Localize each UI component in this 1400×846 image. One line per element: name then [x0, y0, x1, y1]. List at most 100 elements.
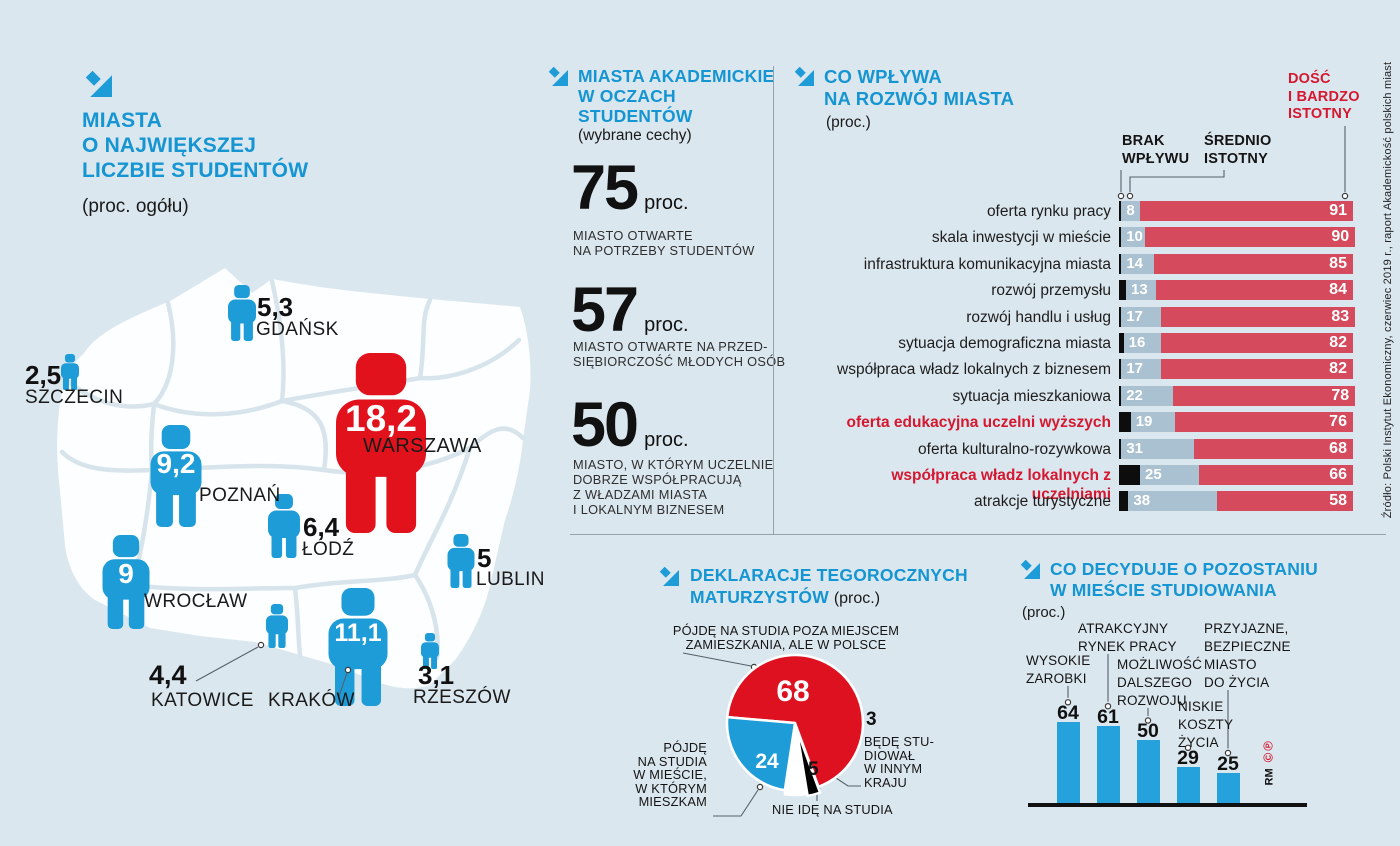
stay-baseline: [1028, 803, 1307, 807]
segment-medium-value: 19: [1135, 413, 1153, 431]
stay-bar-value: 64: [1057, 701, 1079, 724]
map-subtitle: (proc. ogółu): [82, 196, 189, 217]
pie-arrow-icon: [659, 566, 679, 586]
segment-medium-value: 22: [1126, 386, 1143, 404]
stat-number: 50 proc.: [571, 394, 689, 457]
map-region-border: [417, 297, 433, 381]
stay-bar: [1216, 772, 1240, 805]
city-name: SZCZECIN: [25, 387, 124, 408]
influence-row-label: oferta rynku pracy: [986, 203, 1111, 220]
stats-title: MIASTA AKADEMICKIE W OCZACH STUDENTÓW: [578, 66, 775, 126]
segment-high: 82: [1161, 333, 1353, 353]
leader-line: [1129, 170, 1225, 192]
stay-title: CO DECYDUJE O POZOSTANIU W MIEŚCIE STUDI…: [1050, 559, 1318, 600]
legend-no-influence: BRAK WPŁYWU: [1122, 133, 1190, 167]
segment-high-value: 78: [1331, 386, 1350, 404]
segment-high-value: 58: [1329, 492, 1347, 510]
map-region-border: [59, 449, 155, 473]
city-value: 2,5: [25, 360, 62, 390]
segment-no-influence: [1119, 227, 1122, 248]
segment-high-value: 84: [1329, 281, 1347, 299]
stay-bar-label: MOŻLIWOŚĆ DALSZEGO ROZWOJU: [1117, 657, 1203, 708]
stay-bar: [1056, 721, 1080, 805]
segment-high: 66: [1198, 465, 1353, 485]
influence-row-label: oferta edukacyjna uczelni wyższych: [846, 414, 1111, 432]
pie-slice-value: 5: [808, 759, 819, 780]
stay-bar-label: ATRAKCYJNY RYNEK PRACY: [1078, 621, 1177, 654]
influence-bar: 16 82: [1119, 333, 1353, 353]
segment-high: 84: [1156, 280, 1353, 301]
stay-bar-value: 25: [1217, 752, 1239, 775]
map-region-border: [269, 278, 286, 404]
credit-initials: RM: [1263, 768, 1276, 786]
pie-slice-label: PÓJDĘ NA STUDIA W MIEŚCIE, W KTÓRYM MIES…: [633, 740, 707, 810]
segment-high: 90: [1144, 227, 1356, 248]
segment-medium: 38: [1128, 491, 1218, 512]
pie-slice-value: 68: [776, 675, 810, 708]
segment-medium-value: 13: [1131, 281, 1148, 299]
influence-row-label: współpraca władz lokalnych z uczelniami: [891, 467, 1111, 503]
stat-number-value: 57: [571, 275, 639, 345]
influence-bar: 13 84: [1119, 280, 1353, 301]
segment-high: 76: [1175, 412, 1353, 433]
segment-medium: 10: [1121, 227, 1145, 248]
influence-arrow-icon: [794, 66, 814, 86]
city-name: ŁÓDŹ: [302, 539, 355, 560]
pie-slice-label: PÓJDĘ NA STUDIA POZA MIEJSCEM ZAMIESZKAN…: [672, 623, 900, 652]
segment-medium: 14: [1121, 253, 1155, 274]
map-arrow-icon: [85, 70, 112, 97]
segment-high: 68: [1193, 438, 1353, 459]
segment-no-influence: [1119, 491, 1129, 512]
pie-title-line2: MATURZYSTÓW (proc.): [690, 587, 880, 608]
stats-subtitle: (wybrane cechy): [578, 127, 692, 144]
stay-bar-label: WYSOKIE ZAROBKI: [1026, 653, 1091, 686]
segment-high-value: 66: [1329, 466, 1347, 483]
pie-slice: [783, 725, 808, 797]
city-name: RZESZÓW: [413, 687, 511, 708]
map-outline: [57, 268, 531, 689]
pie-slice-value: 3: [866, 709, 877, 730]
pie-title-line2-text: MATURZYSTÓW: [690, 587, 829, 607]
influence-row-label: skala inwestycji w mieście: [931, 229, 1111, 247]
pie-subtitle: (proc.): [833, 590, 881, 607]
map-region-border: [148, 401, 157, 473]
source-note: Źródło: Polski Instytut Ekonomiczny, cze…: [1382, 61, 1394, 519]
segment-high-value: 76: [1329, 413, 1347, 431]
segment-medium: 31: [1121, 438, 1194, 459]
segment-high: 78: [1172, 385, 1356, 406]
influence-bar: 10 90: [1119, 227, 1356, 248]
segment-no-influence: [1119, 201, 1122, 221]
horizontal-divider: [570, 534, 1386, 535]
map-region-border: [151, 300, 176, 407]
pie-slice-label: BĘDĘ STU- DIOWAŁ W INNYM KRAJU: [864, 734, 935, 790]
influence-bar: 25 66: [1119, 465, 1353, 485]
segment-medium-value: 8: [1126, 202, 1135, 219]
map-region-border: [279, 398, 329, 473]
segment-high: 58: [1217, 491, 1353, 512]
city-name: GDAŃSK: [256, 319, 339, 340]
vertical-divider: [773, 66, 774, 534]
stay-bar-label: NISKIE KOSZTY ŻYCIA: [1178, 699, 1234, 750]
map-region-border: [292, 572, 418, 591]
city-value: 9,2: [156, 448, 196, 479]
influence-bar: 14 85: [1119, 253, 1353, 274]
map-region-border: [467, 426, 526, 451]
segment-no-influence: [1119, 359, 1122, 380]
stat-unit: proc.: [644, 429, 689, 451]
segment-high-value: 68: [1329, 439, 1347, 457]
city-name: LUBLIN: [476, 569, 545, 590]
segment-no-influence: [1119, 412, 1131, 433]
segment-high-value: 83: [1331, 307, 1350, 325]
city-value: 9: [118, 558, 134, 589]
pie-slice-value: 24: [755, 750, 779, 773]
influence-row-label: atrakcje turystyczne: [974, 493, 1111, 511]
copyright-icons: ©℗: [1260, 739, 1276, 763]
stay-bar: [1096, 725, 1120, 805]
leader-dot: [1341, 192, 1349, 200]
pie-slice: [725, 715, 797, 792]
city-value: 4,4: [149, 660, 187, 690]
city-value: 11,1: [334, 619, 382, 647]
influence-row-label: rozwój handlu i usług: [966, 308, 1111, 326]
influence-bar: 22 78: [1119, 385, 1356, 406]
legend-high: DOŚĆ I BARDZO ISTOTNY: [1288, 71, 1360, 122]
